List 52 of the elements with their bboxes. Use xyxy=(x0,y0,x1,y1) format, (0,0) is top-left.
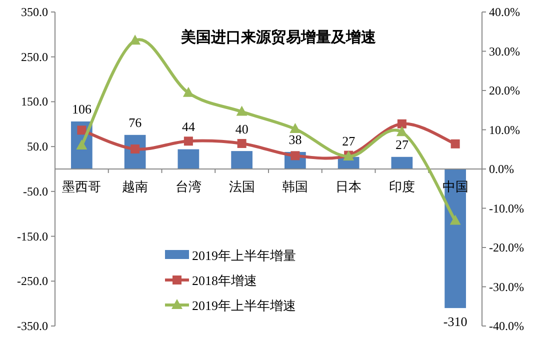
x-tick-label: 越南 xyxy=(122,179,148,194)
bar xyxy=(444,169,466,308)
y-tick-label: -250.0 xyxy=(17,274,48,288)
data-label: 106 xyxy=(72,101,92,116)
legend-label: 2018年增速 xyxy=(192,273,257,288)
y2-tick-label: 20.0% xyxy=(489,84,520,98)
point xyxy=(130,34,141,45)
y-tick-label: 150.0 xyxy=(21,94,48,109)
point xyxy=(397,119,406,128)
data-label: -310 xyxy=(443,314,468,330)
data-label: 27 xyxy=(342,133,356,148)
y-tick-label: -350.0 xyxy=(17,319,48,333)
point xyxy=(182,86,194,97)
x-tick-label: 台湾 xyxy=(175,179,202,194)
x-tick-label: 墨西哥 xyxy=(62,179,102,194)
point xyxy=(237,138,246,148)
point xyxy=(450,139,460,148)
legend-label: 2019年上半年增量 xyxy=(192,248,296,263)
x-tick-label: 韩国 xyxy=(282,179,308,194)
y2-tick-label: 30.0% xyxy=(489,44,520,58)
bar xyxy=(231,151,252,169)
x-tick-label: 法国 xyxy=(228,179,255,194)
point xyxy=(396,126,408,136)
point xyxy=(77,126,86,135)
y-tick-label: 50.0 xyxy=(27,140,48,154)
point xyxy=(184,136,193,146)
point xyxy=(76,139,88,150)
legend-label: 2019年上半年增速 xyxy=(192,298,296,313)
point xyxy=(236,106,248,116)
y2-tick-label: -10.0% xyxy=(489,201,524,216)
y2-tick-label: -30.0% xyxy=(489,280,524,294)
y-tick-label: -50.0 xyxy=(23,184,48,198)
y2-tick-label: -20.0% xyxy=(489,240,524,254)
y2-tick-label: 0.0% xyxy=(489,162,514,176)
bar xyxy=(178,149,200,169)
y2-tick-label: 10.0% xyxy=(489,122,520,137)
point xyxy=(290,122,301,133)
y-tick-label: 350.0 xyxy=(21,5,48,19)
y-tick-label: 250.0 xyxy=(21,50,48,64)
data-label: 27 xyxy=(395,136,409,152)
y-tick-label: -150.0 xyxy=(17,229,48,244)
x-tick-label: 印度 xyxy=(388,179,415,194)
data-label: 76 xyxy=(128,114,142,130)
bar xyxy=(391,156,413,169)
data-label: 44 xyxy=(182,119,196,134)
text: 美国进口来源贸易增量及增速 xyxy=(180,28,377,46)
x-tick-label: 日本 xyxy=(336,179,362,194)
y2-tick-label: 40.0% xyxy=(489,5,520,19)
data-label: 40 xyxy=(235,121,248,136)
data-label: 38 xyxy=(288,132,302,147)
y2-tick-label: -40.0% xyxy=(489,319,524,333)
point xyxy=(450,214,461,225)
